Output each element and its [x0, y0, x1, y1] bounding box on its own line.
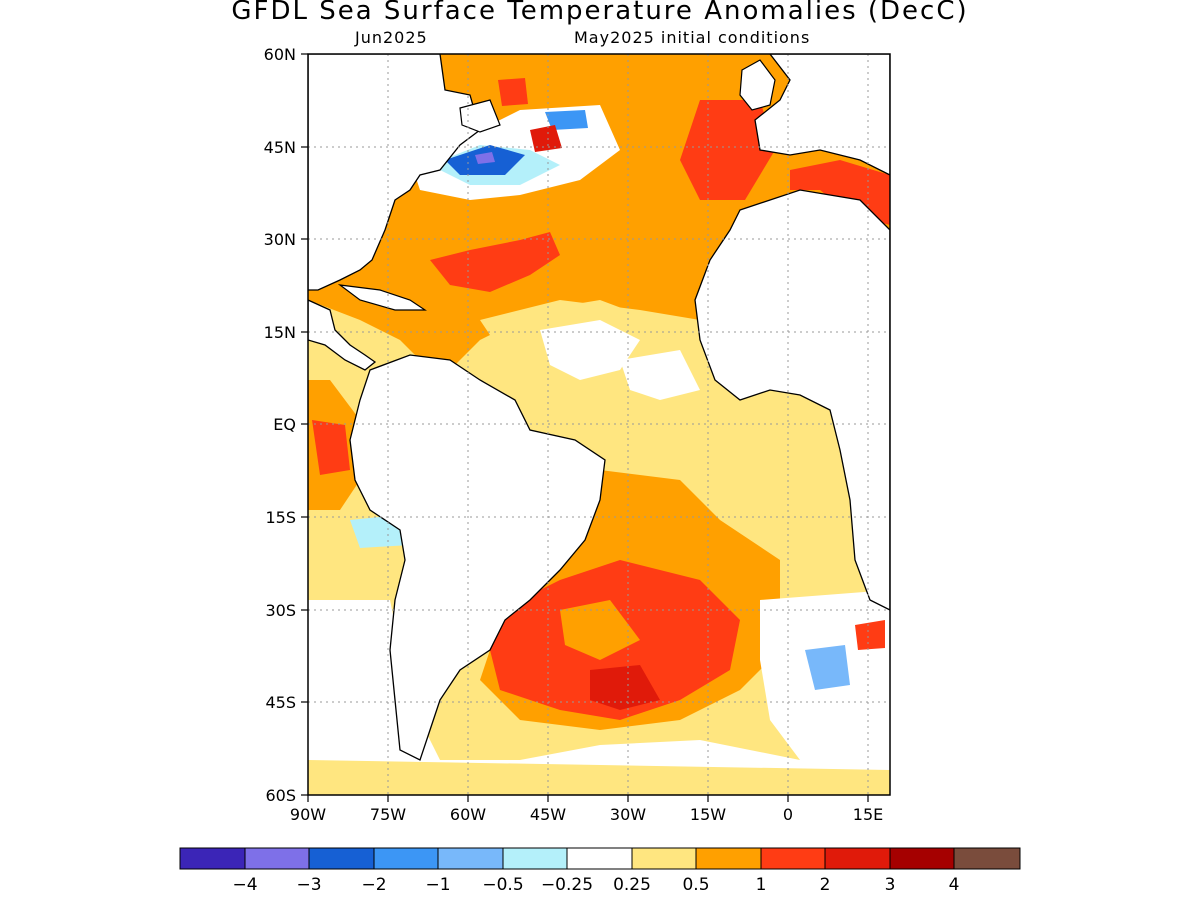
anomaly-region — [475, 152, 495, 164]
anomaly-region — [530, 125, 562, 152]
colorbar-label: 0.25 — [613, 875, 651, 895]
colorbar-label: 3 — [885, 875, 896, 895]
initial-conditions-label: May2025 initial conditions — [574, 28, 811, 47]
anomaly-region — [540, 320, 640, 380]
lon-label: 75W — [370, 805, 406, 824]
colorbar-label: −1 — [425, 875, 450, 895]
map-area: 60N 45N 30N 15N EQ 15S 30S 45S 60S 90W — [264, 45, 891, 824]
landmass-caribbean — [337, 284, 427, 311]
colorbar-swatch — [824, 847, 891, 870]
colorbar-label: 1 — [756, 875, 767, 895]
anomaly-region — [312, 420, 350, 475]
colorbar-label: 4 — [949, 875, 960, 895]
anomaly-region — [560, 600, 640, 660]
lat-label: 15S — [265, 508, 296, 527]
forecast-month: Jun2025 — [355, 28, 428, 47]
lon-label: 60W — [450, 805, 486, 824]
colorbar-swatch — [760, 847, 826, 870]
colorbar-swatch — [502, 847, 568, 870]
lon-label: 0 — [783, 805, 793, 824]
colorbar-swatch — [308, 847, 375, 870]
colorbar-label: 2 — [820, 875, 831, 895]
lon-axis: 90W 75W 60W 45W 30W 15W 0 15E — [290, 795, 883, 824]
colorbar-label: −0.25 — [541, 875, 593, 895]
colorbar-swatch — [437, 847, 504, 870]
colorbar-label: −0.5 — [482, 875, 523, 895]
colorbar-swatch — [373, 847, 439, 870]
landmass-africa — [694, 189, 890, 611]
colorbar-swatch — [244, 847, 310, 870]
anomaly-region — [430, 232, 560, 292]
colorbar-label: −2 — [361, 875, 386, 895]
colorbar-swatch — [566, 847, 633, 870]
colorbar-swatch — [631, 847, 697, 870]
lat-label: 60S — [265, 786, 296, 805]
colorbar-swatch — [953, 847, 1021, 870]
lat-axis: 60N 45N 30N 15N EQ 15S 30S 45S 60S — [264, 45, 308, 805]
lon-label: 90W — [290, 805, 326, 824]
lat-label: EQ — [273, 415, 296, 434]
anomaly-region — [498, 78, 528, 106]
landmass-newfoundland — [459, 99, 501, 133]
anomaly-region — [855, 620, 885, 650]
colorbar-swatch — [179, 847, 246, 870]
landmass-central-america — [308, 299, 377, 371]
anomaly-region — [680, 100, 775, 200]
colorbar-label: 0.5 — [682, 875, 709, 895]
lat-label: 30N — [264, 230, 296, 249]
lat-label: 30S — [265, 601, 296, 620]
lat-label: 60N — [264, 45, 296, 64]
anomaly-region — [308, 760, 890, 795]
anomaly-region — [545, 110, 588, 130]
anomaly-region — [620, 350, 700, 400]
lat-label: 45N — [264, 138, 296, 157]
landmass-south-america — [349, 354, 606, 761]
lat-label: 15N — [264, 323, 296, 342]
landmass-europe — [754, 54, 890, 176]
landmass-north-america — [308, 54, 481, 291]
colorbar-swatch — [889, 847, 955, 870]
map-title: GFDL Sea Surface Temperature Anomalies (… — [231, 0, 969, 26]
colorbar: −4 −3 −2 −1 −0.5 −0.25 0.25 0.5 1 2 3 4 — [179, 847, 1021, 895]
lat-label: 45S — [265, 693, 296, 712]
lon-label: 15E — [853, 805, 883, 824]
colorbar-label: −4 — [232, 875, 257, 895]
colorbar-label: −3 — [296, 875, 321, 895]
lon-label: 45W — [530, 805, 566, 824]
landmass-british-isles — [739, 59, 776, 111]
anomaly-region — [590, 665, 660, 710]
lon-label: 15W — [690, 805, 726, 824]
lon-label: 30W — [610, 805, 646, 824]
gridlines — [308, 54, 890, 795]
anomaly-region — [805, 645, 850, 690]
colorbar-swatch — [695, 847, 762, 870]
